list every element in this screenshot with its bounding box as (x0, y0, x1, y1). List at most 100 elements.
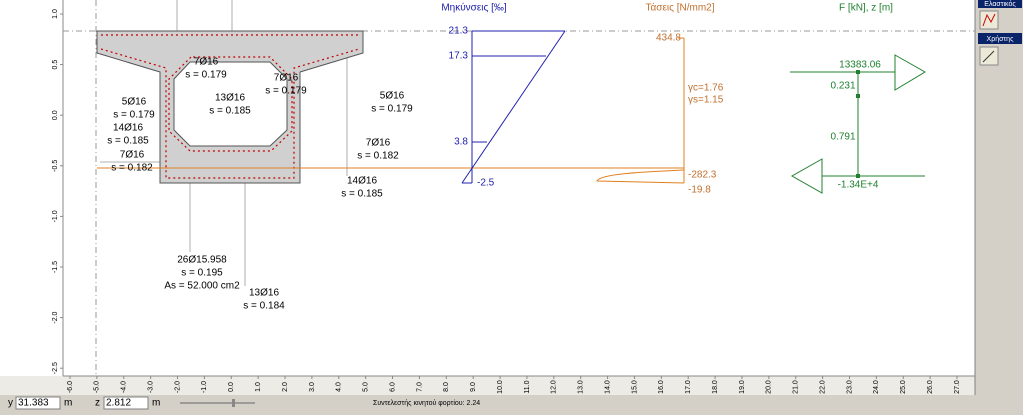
x-tick-label: 17.0 (685, 380, 692, 394)
x-tick-label: 18.0 (712, 380, 719, 394)
forces-title: F [kN], z [m] (839, 3, 893, 14)
x-tick-label: 19.0 (739, 380, 746, 394)
z-label: z (95, 398, 100, 409)
y-tick-label: -2.0 (52, 311, 59, 323)
tension-force: 13383.06 (839, 60, 881, 71)
rebar-count: 13Ø16 (215, 93, 245, 104)
x-tick-label: 12.0 (551, 380, 558, 394)
y-value: 31.383 (18, 398, 49, 409)
x-tick-label: 8.0 (443, 382, 450, 392)
rebar-spacing: s = 0.185 (107, 136, 149, 147)
x-tick-label: 9.0 (470, 382, 477, 392)
force-diagram (790, 54, 926, 194)
x-tick-label: 10.0 (497, 380, 504, 394)
x-tick-label: 25.0 (900, 380, 907, 394)
compression-force: -1.34E+4 (838, 180, 879, 191)
x-tick-label: -4.0 (121, 381, 128, 393)
stress-label: -19.8 (688, 185, 711, 196)
stress-label: 434.8 (656, 33, 681, 44)
x-tick-label: 24.0 (873, 380, 880, 394)
x-tick-label: 1.0 (255, 382, 262, 392)
elastic-icon-glyph (982, 13, 996, 27)
rebar-count: 5Ø16 (380, 91, 405, 102)
x-tick-label: -2.0 (174, 381, 181, 393)
strain-label: 3.8 (454, 137, 468, 148)
y-tick-label: -0.5 (52, 160, 59, 172)
gamma-s: γs=1.15 (688, 95, 724, 106)
x-tick-label: 2.0 (282, 382, 289, 392)
rebar-spacing: s = 0.182 (357, 151, 399, 162)
slider-thumb[interactable] (232, 399, 235, 407)
rebar-spacing: s = 0.185 (341, 189, 383, 200)
gamma-c: γc=1.76 (688, 83, 724, 94)
x-tick-label: 23.0 (846, 380, 853, 394)
y-tick-label: 0.5 (52, 60, 59, 70)
y-unit: m (64, 398, 72, 409)
x-tick-label: 22.0 (819, 380, 826, 394)
reinforcement (100, 34, 360, 179)
user-icon-glyph (982, 50, 995, 63)
x-tick-label: 4.0 (336, 382, 343, 392)
rebar-spacing: s = 0.179 (265, 86, 307, 97)
rebar-count: 7Ø16 (194, 57, 219, 68)
rebar-count: 7Ø16 (274, 73, 299, 84)
lever-arm: 0.231 (830, 81, 855, 92)
rebar-count: 7Ø16 (120, 150, 145, 161)
y-tick-label: 1.0 (52, 9, 59, 19)
rebar-spacing: s = 0.185 (209, 106, 251, 117)
stress-title: Τάσεις [N/mm2] (645, 2, 714, 14)
x-tick-label: -6.0 (67, 381, 74, 393)
rebar-spacing: s = 0.184 (243, 301, 285, 312)
elastic-label: Ελαστικός (984, 0, 1016, 8)
y-tick-label: -1.0 (52, 210, 59, 222)
rebar-spacing: s = 0.179 (185, 70, 227, 81)
stress-diagram (596, 37, 685, 184)
x-tick-label: 11.0 (524, 380, 531, 393)
side-panel (978, 0, 1023, 395)
stress-label: -282.3 (688, 170, 717, 181)
x-tick-label: 6.0 (389, 382, 396, 392)
y-input[interactable] (15, 396, 61, 410)
y-label: y (8, 398, 13, 409)
x-tick-label: 15.0 (631, 380, 638, 394)
rebar-count: 14Ø16 (347, 176, 377, 187)
x-tick-label: 20.0 (766, 380, 773, 394)
y-tick-label: -2.5 (52, 362, 59, 374)
rebar-count: 14Ø16 (113, 123, 143, 134)
x-tick-label: 14.0 (604, 380, 611, 394)
x-tick-label: -3.0 (147, 381, 154, 393)
z-input[interactable] (103, 396, 149, 410)
rebar-count: 13Ø16 (249, 288, 279, 299)
lever-arm: 0.791 (830, 132, 855, 143)
rebar-spacing: s = 0.182 (111, 163, 153, 174)
x-tick-label: 16.0 (658, 380, 665, 394)
elastic-icon[interactable] (979, 10, 999, 30)
rebar-spacing: s = 0.195 (181, 268, 223, 279)
x-tick-label: -1.0 (201, 381, 208, 393)
x-tick-label: 5.0 (363, 382, 370, 392)
strain-label: 17.3 (449, 51, 469, 62)
user-button[interactable] (978, 33, 1022, 44)
rebar-spacing: s = 0.179 (371, 104, 413, 115)
rebar-count: 5Ø16 (122, 97, 147, 108)
strain-diagram (461, 30, 566, 184)
x-tick-label: 26.0 (927, 380, 934, 394)
rebar-spacing: s = 0.179 (113, 110, 155, 121)
rebar-count: 7Ø16 (366, 138, 391, 149)
z-value: 2.812 (106, 398, 131, 409)
status-message: Συντελεστής κινητού φορτίου: 2.24 (373, 399, 480, 407)
x-tick-label: -5.0 (94, 381, 101, 393)
z-unit: m (152, 398, 160, 409)
x-tick-label: 0.0 (228, 382, 235, 392)
user-label: Χρήστης (987, 36, 1015, 43)
elastic-button[interactable] (978, 0, 1022, 8)
x-tick-label: 21.0 (793, 380, 800, 394)
y-tick-label: 0.0 (52, 110, 59, 120)
leader-lines (100, 0, 348, 286)
cross-section (96, 30, 364, 184)
y-tick-label: -1.5 (52, 261, 59, 273)
x-tick-label: 27.0 (954, 380, 961, 394)
strain-title: Μηκύνσεις [‰] (441, 2, 507, 14)
strain-label: 21.3 (449, 26, 469, 37)
